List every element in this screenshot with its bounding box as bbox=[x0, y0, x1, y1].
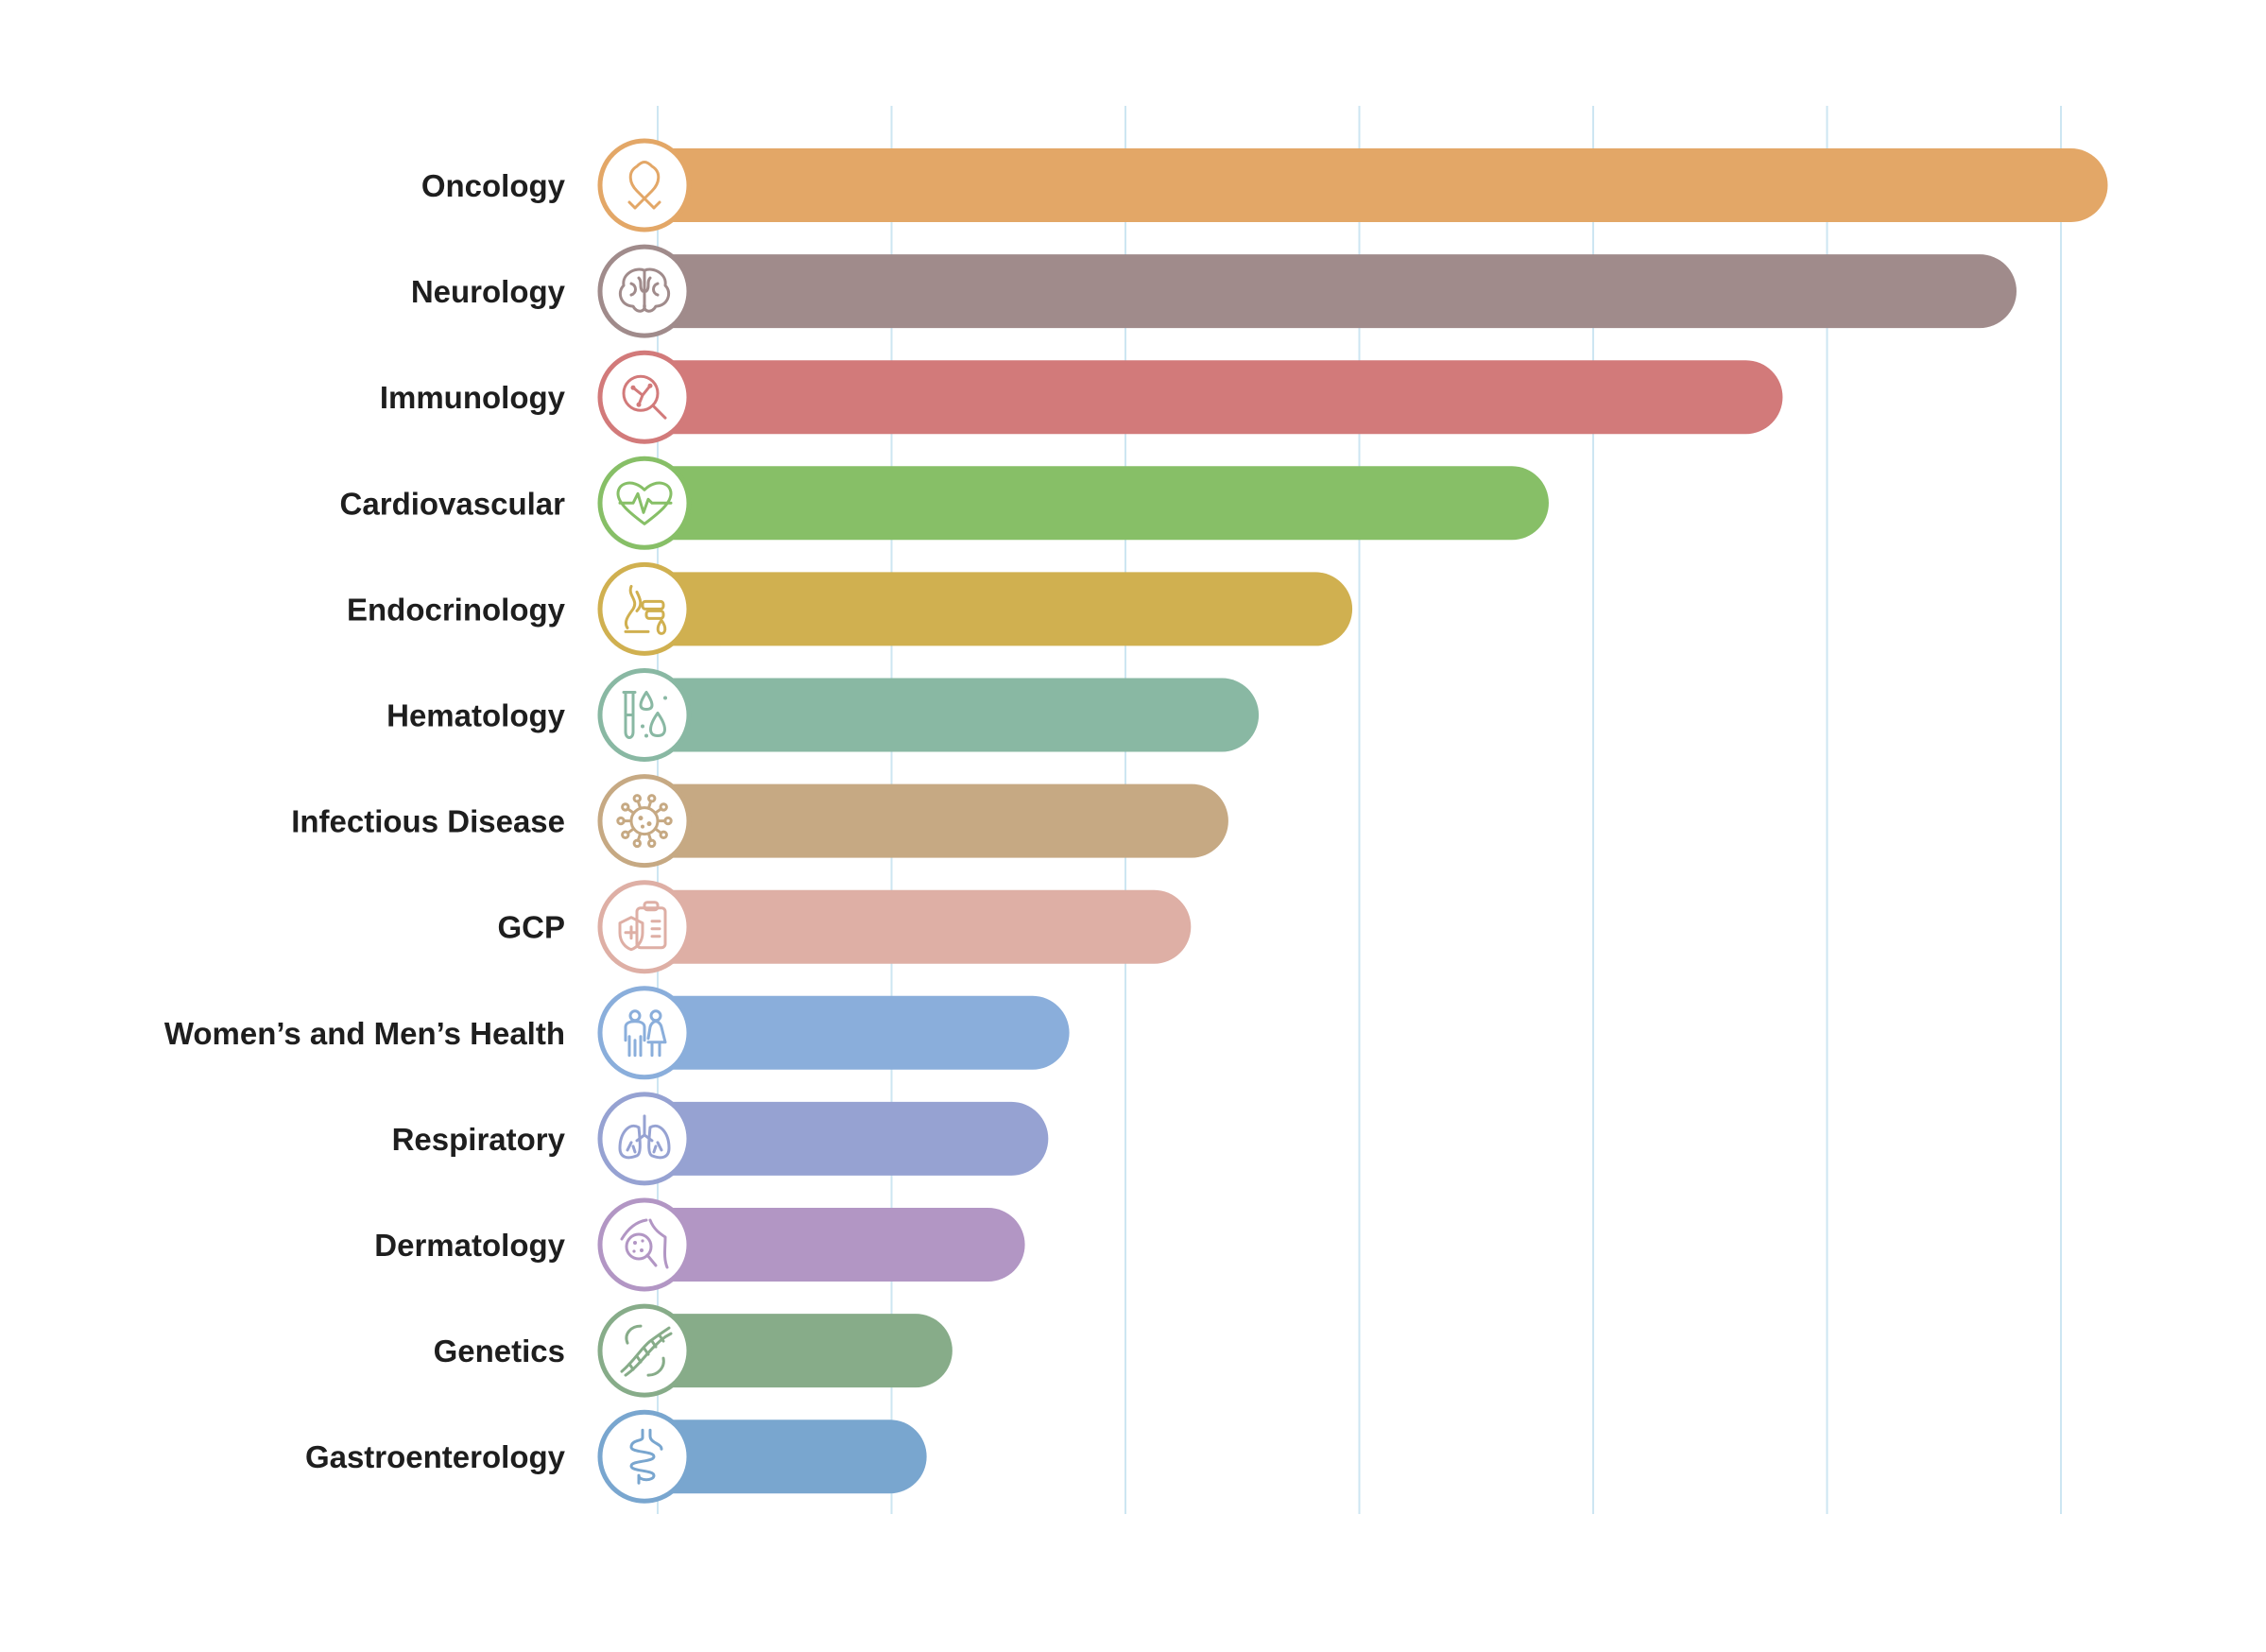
bar-gastroenterology bbox=[635, 1420, 927, 1494]
bar-infectious-disease bbox=[635, 783, 1228, 858]
category-label-endocrinology: Endocrinology bbox=[347, 592, 566, 627]
bar-cardiovascular bbox=[635, 466, 1549, 541]
bar-immunology bbox=[635, 360, 1783, 435]
category-label-respiratory: Respiratory bbox=[392, 1122, 566, 1157]
category-label-hematology: Hematology bbox=[386, 698, 566, 733]
category-labels: Oncology Neurology Immunology Cardiovascula… bbox=[164, 168, 566, 1474]
skin-magnifier-icon bbox=[597, 1197, 692, 1292]
microscope-icon bbox=[597, 350, 692, 444]
category-label-genetics: Genetics bbox=[434, 1334, 565, 1368]
category-label-immunology: Immunology bbox=[380, 380, 566, 415]
category-icons bbox=[597, 138, 692, 1504]
bar-gcp bbox=[635, 889, 1192, 964]
bar-dermatology bbox=[635, 1208, 1025, 1282]
category-label-gcp: GCP bbox=[497, 910, 565, 945]
bar-hematology bbox=[635, 678, 1260, 752]
category-label-gastroenterology: Gastroenterology bbox=[305, 1439, 566, 1474]
category-label-neurology: Neurology bbox=[411, 274, 566, 309]
bar-oncology bbox=[635, 148, 2108, 222]
category-label-infectious-disease: Infectious Disease bbox=[291, 804, 565, 839]
category-label-dermatology: Dermatology bbox=[374, 1228, 565, 1263]
brain-icon bbox=[597, 244, 692, 338]
intestine-icon bbox=[597, 1409, 692, 1504]
dna-icon bbox=[597, 1303, 692, 1398]
category-label-oncology: Oncology bbox=[421, 168, 566, 203]
clipboard-shield-icon bbox=[597, 880, 692, 974]
virus-icon bbox=[597, 774, 692, 869]
bars bbox=[635, 148, 2108, 1494]
test-tube-icon bbox=[597, 668, 692, 762]
ribbon-icon bbox=[597, 138, 692, 232]
hormone-icon bbox=[597, 561, 692, 656]
bar-genetics bbox=[635, 1314, 953, 1388]
lungs-icon bbox=[597, 1092, 692, 1186]
bar-endocrinology bbox=[635, 572, 1353, 646]
bar-womens-and-mens-health bbox=[635, 995, 1070, 1070]
bar-neurology bbox=[635, 254, 2017, 329]
category-label-womens-and-mens-health: Women’s and Men’s Health bbox=[164, 1016, 565, 1051]
bar-respiratory bbox=[635, 1101, 1049, 1176]
heart-pulse-icon bbox=[597, 456, 692, 550]
category-label-cardiovascular: Cardiovascular bbox=[340, 486, 566, 521]
people-icon bbox=[597, 986, 692, 1080]
